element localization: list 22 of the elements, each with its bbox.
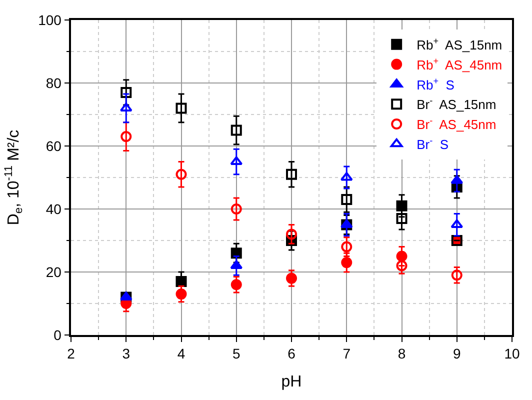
y-tick-label: 40	[46, 200, 62, 217]
x-tick-label: 6	[288, 346, 296, 362]
x-tick-label: 8	[398, 346, 406, 362]
x-tick-label: 5	[232, 346, 240, 362]
legend-label: Br$^{-}$ AS_45nm	[416, 116, 496, 132]
legend-label: Br$^{-}$ AS_15nm	[416, 96, 496, 112]
x-tick-label: 4	[177, 346, 186, 362]
x-tick-label: 10	[504, 346, 520, 362]
y-tick-label: 20	[46, 264, 62, 280]
y-tick-label: 80	[46, 74, 62, 91]
y-tick-label: 0	[54, 326, 62, 343]
legend-label: Rb$^{+}$ AS_15nm	[416, 36, 502, 52]
x-tick-label: 2	[67, 346, 76, 362]
x-axis-title: pH	[281, 374, 302, 391]
legend-label: Br$^{-}$ S	[416, 136, 449, 152]
x-tick-label: 9	[452, 346, 461, 362]
x-tick-label: 3	[122, 346, 130, 362]
x-tick-label: 7	[342, 346, 351, 362]
legend-label: Rb$^{+}$ AS_45nm	[416, 56, 502, 72]
y-tick-label: 60	[46, 138, 62, 154]
y-tick-label: 100	[38, 12, 62, 28]
legend-label: Rb$^{+}$ S	[416, 76, 455, 92]
